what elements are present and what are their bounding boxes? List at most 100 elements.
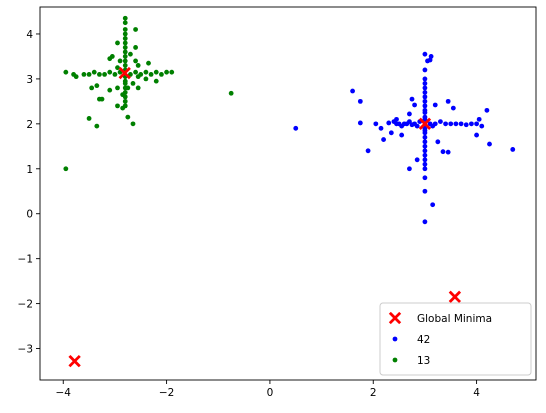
series-13-point (153, 69, 159, 75)
series-42-point (440, 149, 446, 155)
series-13-point (107, 69, 113, 75)
series-42-point (381, 137, 386, 142)
series-13-point (133, 45, 138, 50)
series-42-point (435, 139, 441, 145)
series-42-point (422, 98, 428, 104)
series-13-point (135, 63, 141, 68)
series-42-point (373, 121, 379, 127)
series-42-point (422, 80, 428, 86)
series-13-point (228, 90, 234, 96)
series-42-point (422, 116, 428, 122)
series-13-point (169, 69, 175, 75)
series-42-point (422, 139, 428, 145)
series-42-point (412, 102, 417, 108)
series-42-point (510, 147, 516, 152)
series-42-point (443, 121, 448, 127)
series-42-point (293, 125, 299, 131)
series-42-point (445, 149, 451, 155)
series-42-point (422, 143, 428, 149)
series-42-point (484, 107, 490, 113)
points-layer (63, 15, 516, 368)
legend-label: 13 (417, 355, 430, 367)
series-13-point (122, 45, 128, 50)
series-42-point (378, 125, 384, 131)
series-42-point (350, 88, 355, 94)
series-13-point (122, 36, 128, 41)
series-13-point (122, 63, 128, 68)
legend-box (379, 302, 532, 376)
series-42-point (394, 116, 399, 122)
series-13-point (115, 85, 120, 91)
series-42-point (422, 161, 428, 167)
y-tick-label: −1 (18, 254, 33, 266)
series-13-point (122, 54, 128, 59)
series-13-point (107, 56, 113, 62)
series-42-point (422, 134, 428, 140)
series-42-point (427, 57, 433, 63)
series-42-point (474, 132, 479, 138)
series-42-point (458, 121, 464, 127)
series-13-point (73, 74, 79, 80)
series-42-point (422, 130, 428, 136)
series-13-point (117, 58, 123, 64)
series-42-point (357, 98, 363, 104)
series-13-point (133, 69, 138, 75)
series-42-point (479, 123, 485, 129)
series-42-point (463, 122, 469, 128)
series-13-point (102, 72, 107, 77)
series-13-point (143, 69, 149, 75)
series-13-point (146, 60, 151, 66)
series-13-point (89, 85, 95, 91)
x-tick-label: 0 (267, 387, 274, 399)
series-42-point (394, 121, 399, 127)
axes-frame (39, 6, 537, 381)
x-axis: −4 −2 0 2 4 (56, 380, 480, 399)
series-42-point (422, 76, 428, 82)
series-13-point (94, 83, 100, 89)
series-42-point (407, 111, 412, 117)
series-13-point (81, 72, 87, 77)
series-13-point (148, 72, 154, 77)
series-42-point (422, 152, 428, 158)
y-tick-label: 1 (26, 164, 33, 176)
series-42-point (399, 132, 405, 138)
series-42-point (438, 119, 443, 124)
series-42-point (432, 121, 438, 127)
series-42-point (414, 123, 420, 129)
global-minima-marker (118, 66, 131, 80)
series-13-point (133, 27, 138, 32)
series-42-point (422, 157, 428, 163)
series-13-point (122, 80, 128, 86)
legend-label: Global Minima (417, 313, 492, 325)
series-13-point (122, 31, 128, 37)
series-13-point (122, 20, 128, 26)
series-13-point (122, 49, 128, 55)
y-tick-label: −2 (18, 299, 33, 311)
y-tick-label: 3 (26, 74, 33, 86)
series-13-point (135, 85, 141, 91)
series-42-point (422, 166, 428, 172)
series-42-point (422, 110, 428, 116)
series-42-point (422, 85, 428, 91)
series-13-point (125, 85, 131, 91)
series-13-point (122, 27, 128, 32)
series-13-point (135, 74, 141, 80)
y-tick-label: −3 (18, 344, 33, 356)
legend-marker-42 (392, 336, 398, 342)
global-minima-marker (68, 354, 81, 368)
series-42-point (386, 120, 392, 126)
series-42-point (409, 96, 415, 102)
series-13-point (122, 58, 128, 64)
series-13-point (86, 72, 92, 77)
legend-marker-13 (392, 357, 398, 363)
global-minima-marker (418, 117, 432, 131)
series-42-point (445, 98, 451, 104)
series-13-point (130, 80, 136, 86)
series-42-point (432, 102, 438, 108)
series-42-point (469, 121, 474, 127)
series-42-point (476, 116, 482, 122)
series-42-point (407, 166, 412, 172)
series-13-point (128, 51, 133, 57)
legend: Global Minima 42 13 (379, 302, 532, 376)
series-42-point (422, 67, 428, 73)
